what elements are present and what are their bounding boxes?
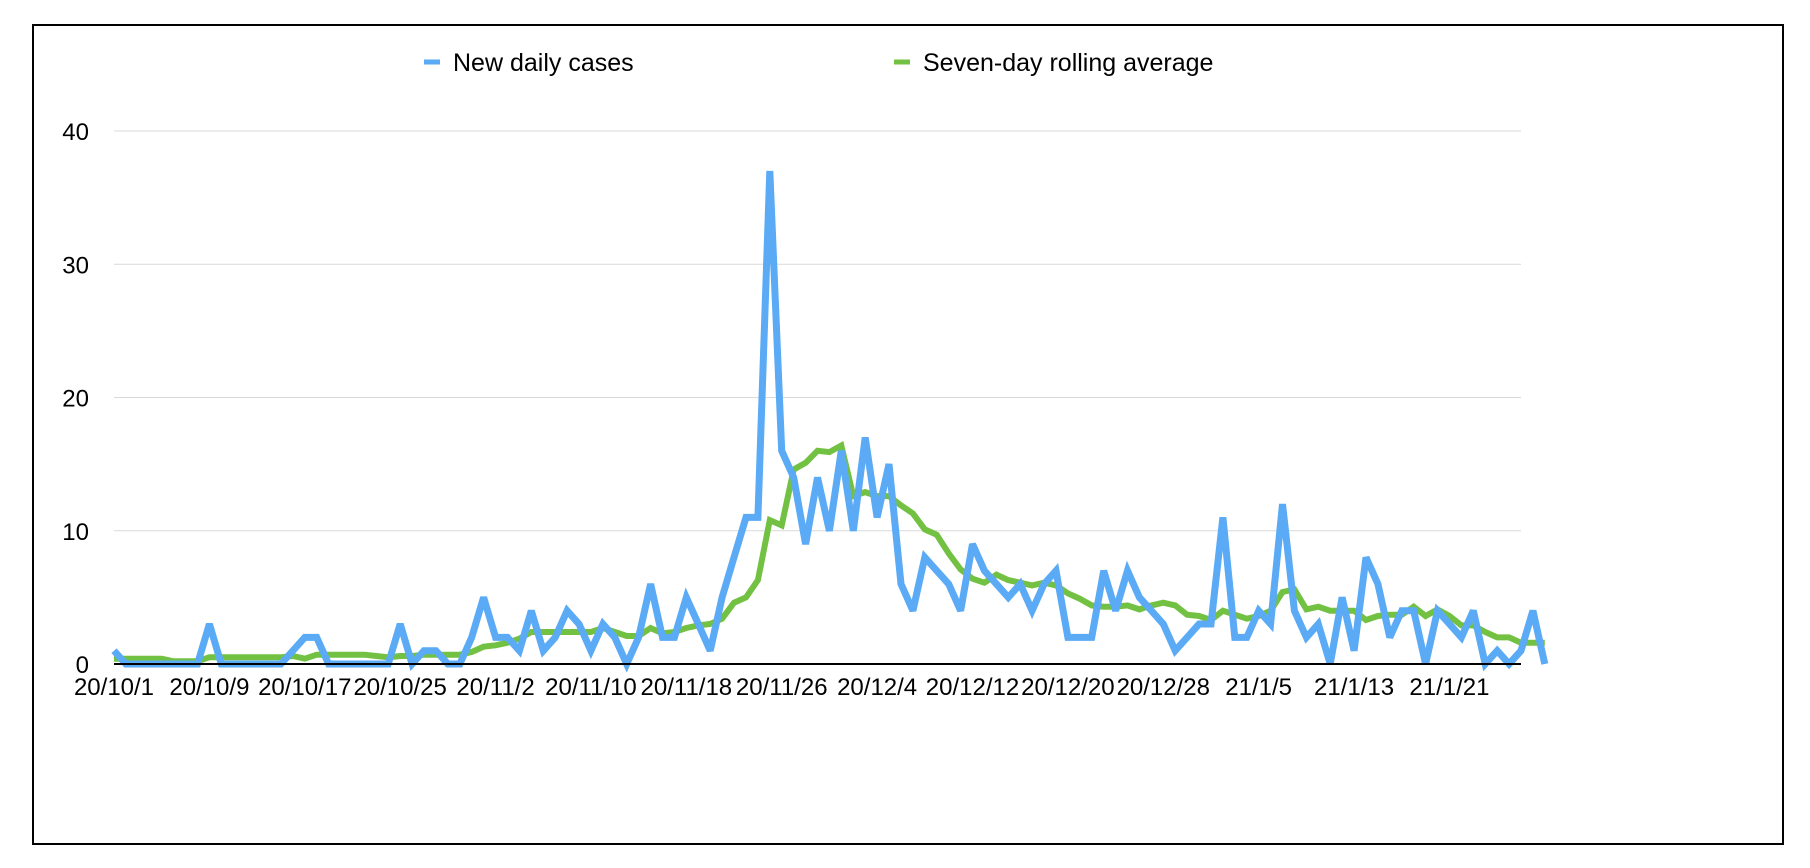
x-tick-label: 20/12/12 <box>926 674 1019 701</box>
series-line-seven-day-rolling-average <box>114 440 1545 665</box>
x-tick-label: 20/12/28 <box>1117 674 1210 701</box>
x-tick-label: 20/10/17 <box>258 674 351 701</box>
x-tick-label: 20/10/1 <box>74 674 154 701</box>
x-tick-label: 20/12/20 <box>1021 674 1114 701</box>
legend: New daily cases Seven-day rolling averag… <box>424 49 1213 77</box>
x-tick-label: 21/1/13 <box>1314 674 1394 701</box>
line-chart: 0 10 20 30 40 20/10/1 20/10/9 20/10/17 20/10/25… <box>62 49 1549 701</box>
x-tick-label: 20/10/9 <box>169 674 249 701</box>
x-tick-label: 20/10/25 <box>353 674 446 701</box>
x-axis-ticks: 20/10/1 20/10/9 20/10/17 20/10/25 20/11/2 20/… <box>74 674 1490 701</box>
y-tick-label: 10 <box>62 519 89 546</box>
x-tick-label: 20/11/2 <box>456 674 534 701</box>
x-tick-label: 20/12/4 <box>837 674 917 701</box>
series-lines <box>111 170 1549 673</box>
y-tick-label: 0 <box>76 652 89 679</box>
x-tick-label: 21/1/5 <box>1225 674 1292 701</box>
series-line-new-daily-cases <box>111 170 1549 673</box>
x-tick-label: 21/1/21 <box>1409 674 1489 701</box>
y-axis-ticks: 0 10 20 30 40 <box>62 119 89 679</box>
chart-frame: 0 10 20 30 40 20/10/1 20/10/9 20/10/17 20/10/25… <box>32 24 1784 845</box>
grid-lines <box>114 130 1521 532</box>
y-tick-label: 30 <box>62 252 89 279</box>
x-tick-label: 20/11/10 <box>545 674 637 701</box>
x-tick-label: 20/11/18 <box>641 674 733 701</box>
y-tick-label: 20 <box>62 386 89 413</box>
legend-item-new-daily-cases: New daily cases <box>424 49 634 77</box>
y-tick-label: 40 <box>62 119 89 146</box>
x-tick-label: 20/11/26 <box>736 674 828 701</box>
legend-label-seven-day-rolling-average: Seven-day rolling average <box>923 49 1213 77</box>
legend-label-new-daily-cases: New daily cases <box>453 49 634 77</box>
legend-item-seven-day-rolling-average: Seven-day rolling average <box>894 49 1213 77</box>
